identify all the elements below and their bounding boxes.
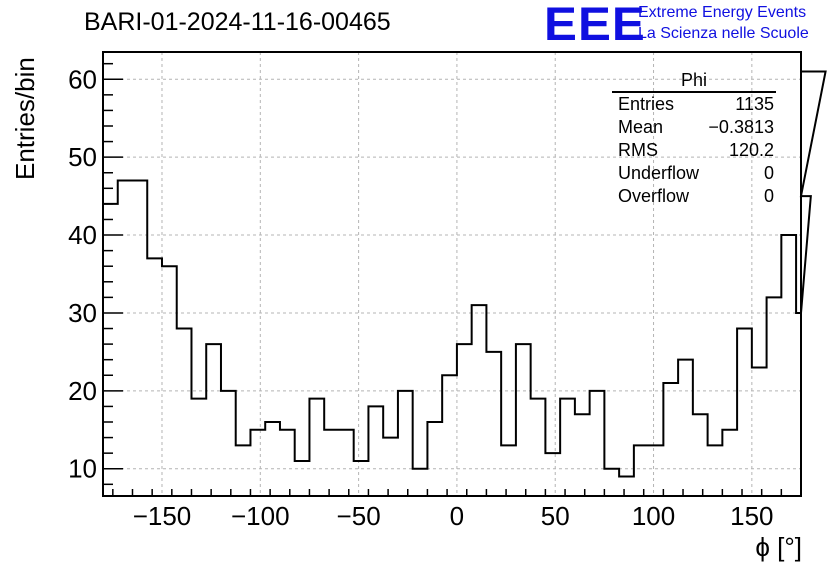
histogram-bin [265,422,280,496]
histogram-bars [103,181,801,496]
histogram-bin [516,344,531,496]
histogram-bin [457,344,472,496]
histogram-bin [531,399,546,496]
histogram-bin [398,391,413,496]
histogram-bin [354,461,369,496]
stats-value: 1135 [735,94,774,114]
histogram-bin [339,430,354,496]
stats-label: Overflow [618,186,690,206]
histogram-bin [118,181,133,496]
histogram-bin [781,235,796,496]
histogram-bin [634,445,649,496]
histogram-bin [206,344,221,496]
y-tick-label: 30 [68,298,97,328]
x-tick-label: 150 [730,501,773,531]
histogram-bin [486,352,501,496]
histogram-bin [236,445,251,496]
histogram-bin [708,445,723,496]
logo-line-2: La Scienza nelle Scuole [638,25,809,42]
histogram-bin [442,375,457,496]
x-tick-label: 50 [541,501,570,531]
y-axis-label: Entries/bin [10,57,40,180]
histogram-bin [678,360,693,496]
histogram-bin [103,204,118,496]
axis-ticks [103,62,802,496]
stats-row-underflow: Underflow 0 [612,162,776,185]
histogram-bin [324,430,339,496]
x-tick-label: −100 [231,501,290,531]
x-tick-label: −50 [337,501,381,531]
stats-row-rms: RMS 120.2 [612,139,776,162]
histogram-bin [737,329,752,496]
histogram-bin [767,297,782,496]
tick-labels: −150 −100 −50 0 50 100 150 10 20 30 40 50 60 [68,64,773,531]
histogram-bin [722,430,737,496]
y-tick-label: 20 [68,376,97,406]
x-tick-label: 0 [450,501,464,531]
logo-mark: EEE [544,0,646,50]
histogram-bin [545,453,560,496]
histogram-bin [663,383,678,496]
stats-row-mean: Mean −0.3813 [612,116,776,139]
histogram-bin [427,422,442,496]
histogram-bin [693,414,708,496]
histogram-bin [280,430,295,496]
histogram-bin [177,329,192,496]
stats-value: −0.3813 [708,117,774,137]
y-tick-label: 50 [68,142,97,172]
histogram-bin [501,445,516,496]
plot-frame [102,51,802,497]
stats-label: Underflow [618,163,700,183]
histogram-bin [575,414,590,496]
histogram-bin [162,266,177,496]
histogram-bin [250,430,265,496]
x-tick-label: 100 [632,501,675,531]
stats-row-entries: Entries 1135 [612,93,776,116]
stats-value: 120.2 [728,140,774,160]
histogram-bin [590,391,605,496]
histogram-bin [368,406,383,496]
y-tick-label: 60 [68,64,97,94]
histogram-bin [604,469,619,496]
x-tick-label: −150 [133,501,192,531]
histogram-bin [619,477,634,496]
stats-label: RMS [618,140,658,160]
stats-label: Entries [618,94,675,114]
histogram-bin [132,181,147,496]
histogram-bin [191,399,206,496]
stats-row-overflow: Overflow 0 [612,185,776,208]
histogram-bin [147,258,162,496]
y-tick-label: 40 [68,220,97,250]
grid-lines [103,52,801,496]
eee-logo: EEE Extreme Energy Events La Scienza nel… [544,0,809,47]
histogram-bin [309,399,324,496]
stats-value: 0 [763,186,774,206]
histogram-bin [649,445,664,496]
histogram-bin [413,469,428,496]
y-tick-label: 10 [68,454,97,484]
stats-label: Mean [618,117,664,137]
stats-box: Phi Entries 1135 Mean −0.3813 RMS 120.2 … [612,70,776,208]
x-axis-label: ϕ [°] [755,532,802,562]
histogram-bin [752,367,767,496]
histogram-bin [472,305,487,496]
histogram-bin [383,438,398,496]
stats-title: Phi [612,70,776,93]
logo-line-1: Extreme Energy Events [638,4,807,21]
histogram-bin [560,399,575,496]
chart-title: BARI-01-2024-11-16-00465 [84,8,391,36]
histogram-bin [295,461,310,496]
histogram-bin [221,391,236,496]
histogram-outline [103,70,827,478]
stats-value: 0 [763,163,774,183]
